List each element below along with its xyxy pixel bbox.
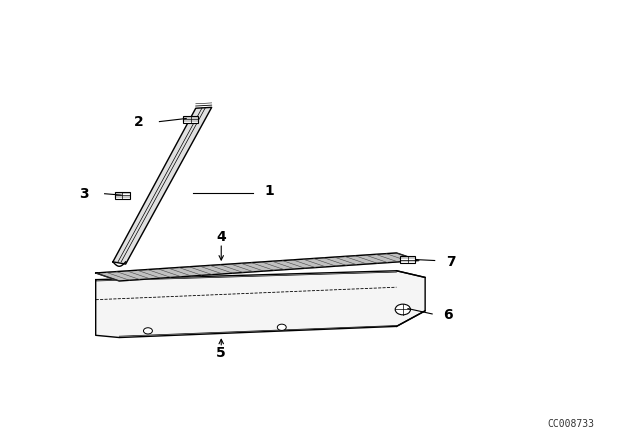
Polygon shape — [96, 253, 419, 281]
Text: 3: 3 — [79, 187, 89, 201]
FancyBboxPatch shape — [183, 116, 198, 123]
Text: 5: 5 — [216, 346, 226, 360]
Text: 6: 6 — [443, 308, 452, 322]
Text: 7: 7 — [446, 255, 456, 269]
Circle shape — [143, 328, 152, 334]
Circle shape — [395, 304, 410, 315]
Text: 1: 1 — [264, 184, 274, 198]
Text: 2: 2 — [134, 115, 143, 129]
FancyBboxPatch shape — [115, 192, 130, 198]
Text: CC008733: CC008733 — [547, 419, 594, 429]
Polygon shape — [113, 108, 212, 264]
FancyBboxPatch shape — [401, 256, 415, 263]
Text: 4: 4 — [216, 230, 226, 244]
Polygon shape — [96, 271, 425, 337]
Circle shape — [277, 324, 286, 331]
